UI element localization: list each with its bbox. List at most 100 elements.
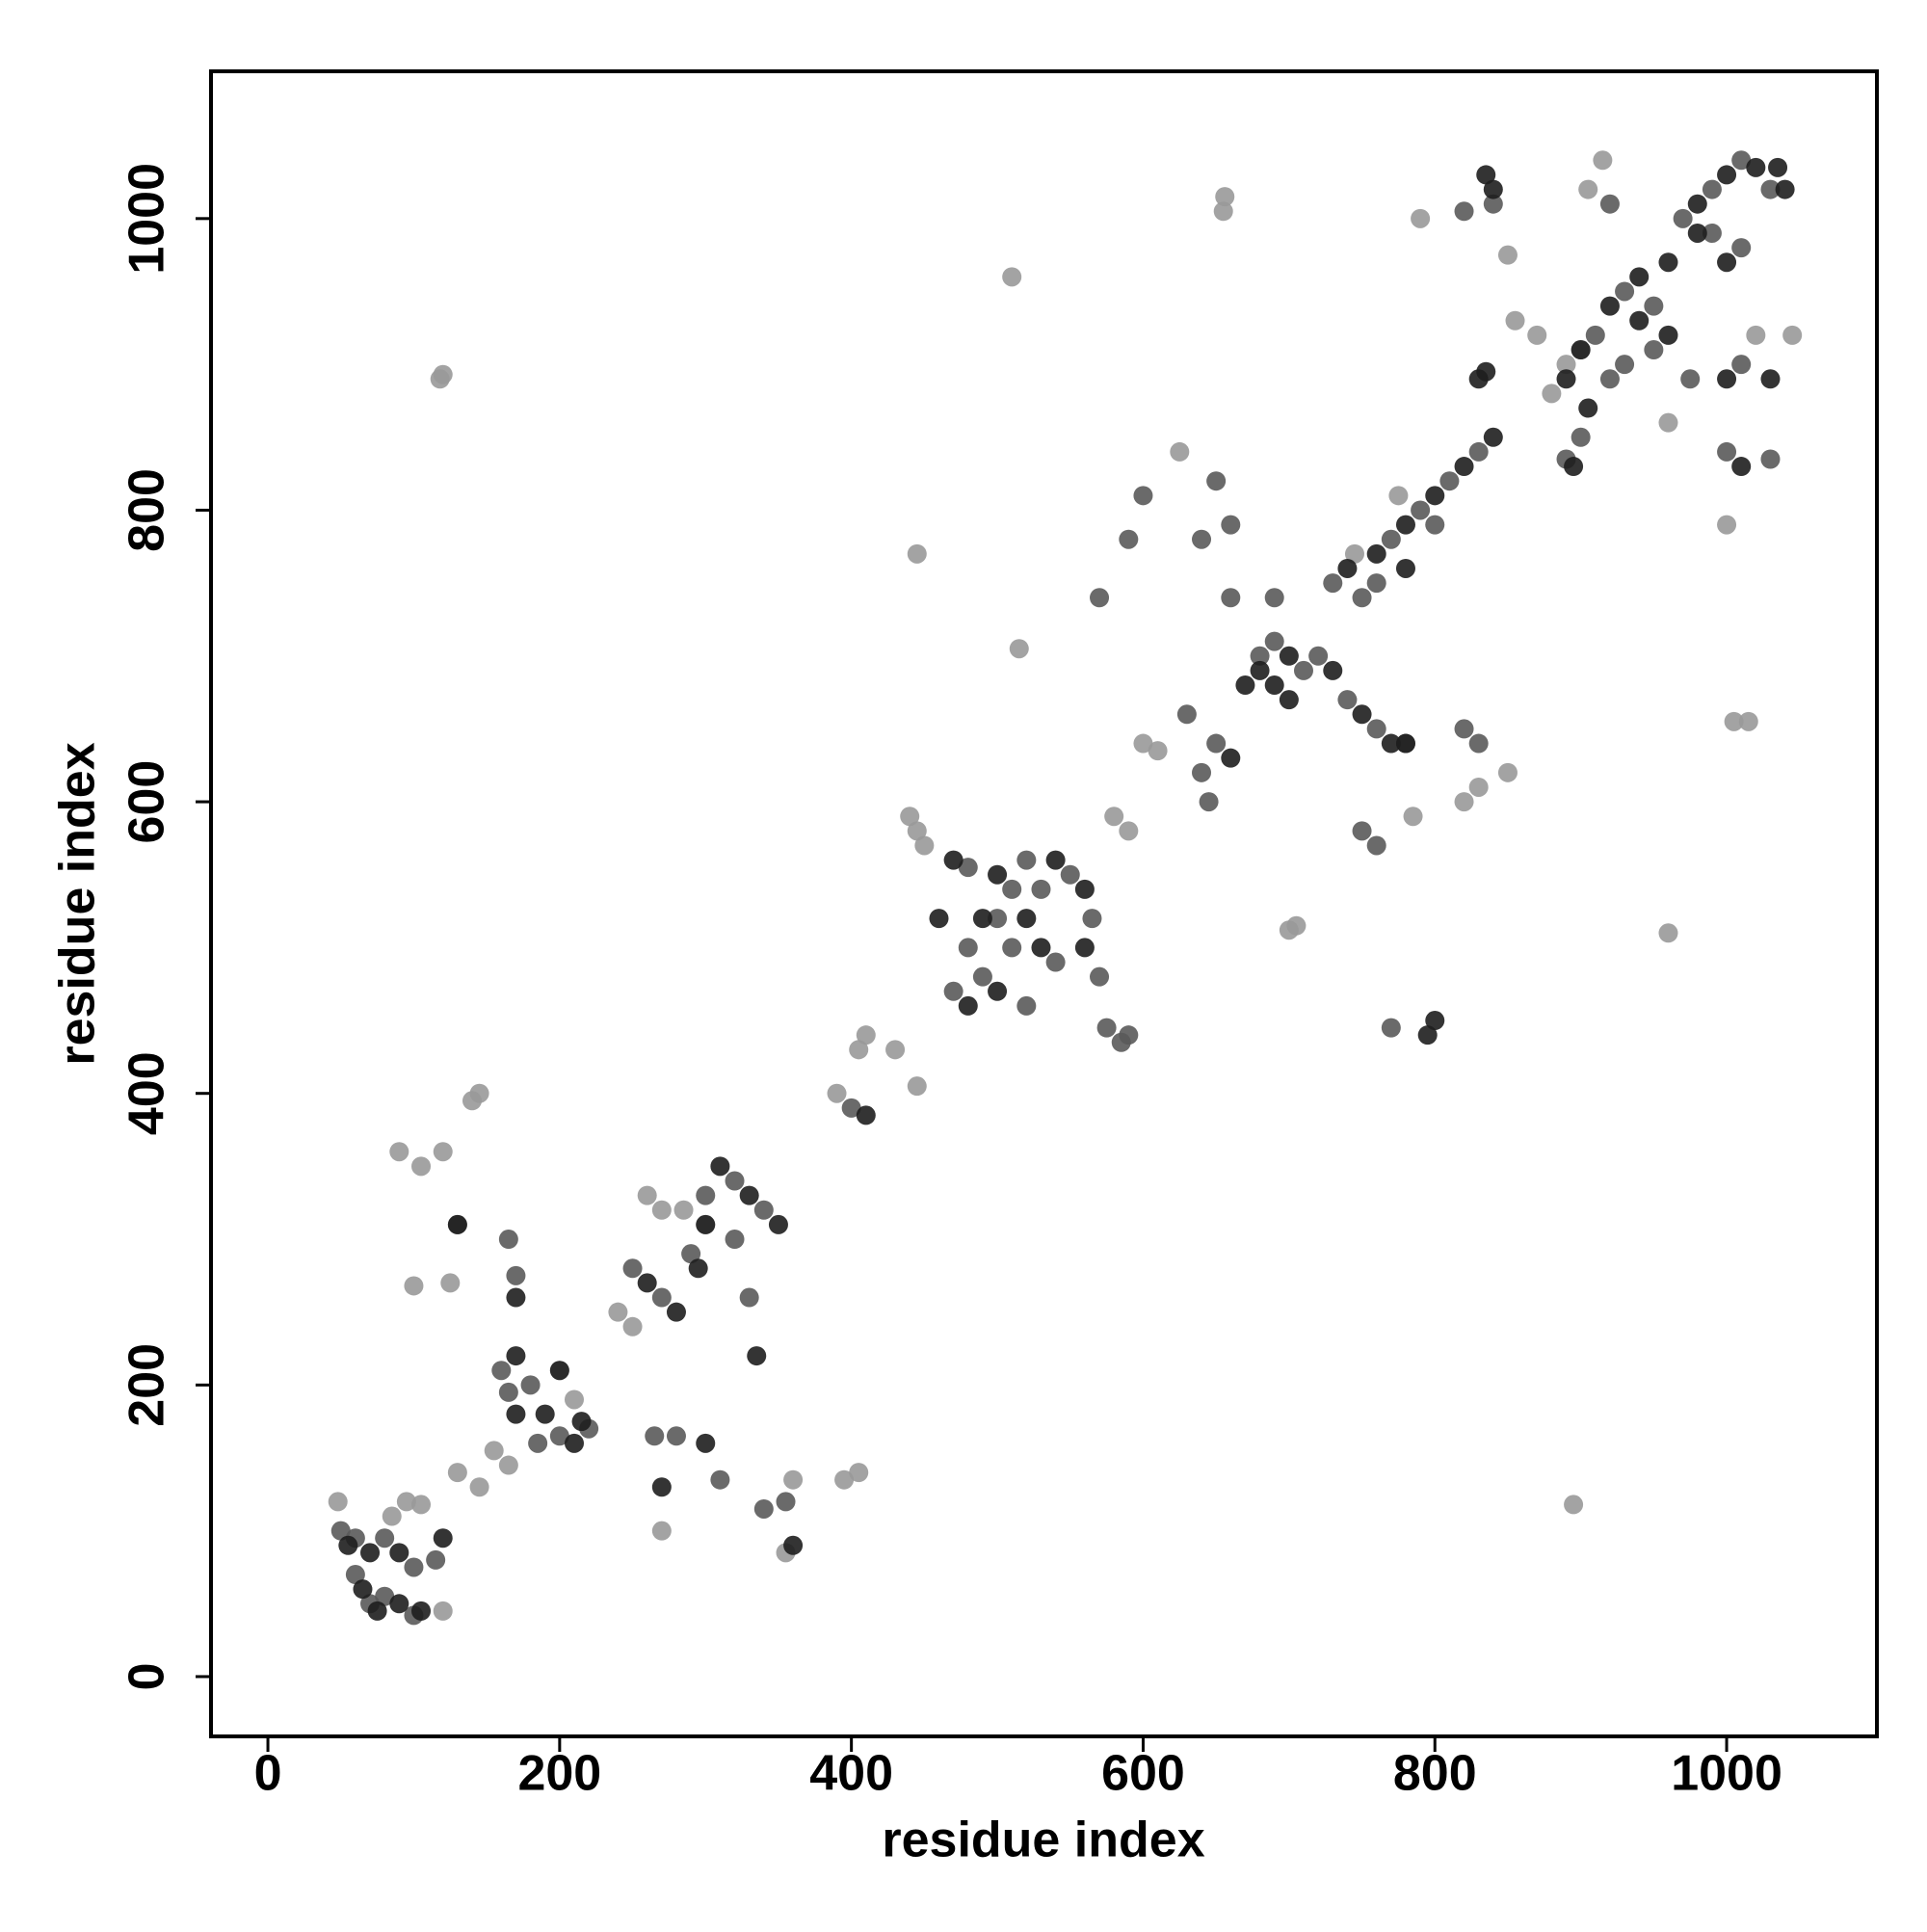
point	[506, 1287, 526, 1308]
point	[1395, 558, 1415, 578]
y-tick-label: 800	[119, 468, 175, 552]
x-tick-label: 200	[517, 1746, 601, 1802]
point	[1170, 441, 1190, 462]
point	[404, 1557, 424, 1577]
point	[1746, 157, 1766, 177]
point	[972, 909, 992, 929]
point	[1768, 157, 1788, 177]
point	[972, 966, 992, 987]
point	[1731, 150, 1752, 171]
point	[1352, 821, 1372, 841]
point	[1366, 719, 1386, 739]
point	[1425, 515, 1445, 535]
point	[462, 1091, 483, 1111]
point	[330, 1521, 351, 1541]
point	[1016, 850, 1037, 870]
point	[1454, 201, 1474, 222]
point	[783, 1535, 804, 1555]
point	[1585, 325, 1605, 345]
point	[637, 1273, 657, 1293]
point	[1016, 995, 1037, 1016]
point	[338, 1535, 358, 1555]
point	[360, 1543, 381, 1563]
point	[1206, 471, 1227, 491]
point	[753, 1498, 774, 1519]
point	[1564, 457, 1584, 477]
point	[353, 1579, 373, 1600]
point	[1556, 355, 1576, 375]
point	[1571, 340, 1591, 360]
point	[1717, 515, 1737, 535]
point	[1702, 179, 1722, 199]
point	[498, 1382, 518, 1402]
point	[1323, 573, 1343, 594]
point	[1599, 194, 1620, 214]
point	[535, 1404, 555, 1424]
point	[1221, 748, 1241, 768]
point	[1738, 711, 1758, 731]
point	[1629, 267, 1650, 287]
point	[1760, 369, 1781, 389]
point	[328, 1492, 348, 1512]
point	[1119, 529, 1139, 549]
point	[1337, 558, 1358, 578]
point	[389, 1543, 409, 1563]
point	[549, 1361, 569, 1381]
point	[1746, 325, 1766, 345]
point	[725, 1171, 745, 1191]
point	[1425, 486, 1445, 506]
point	[549, 1426, 569, 1446]
point	[958, 995, 978, 1016]
point	[1468, 733, 1489, 754]
point	[1206, 733, 1227, 754]
x-tick-label: 1000	[1671, 1746, 1782, 1802]
point	[1192, 529, 1212, 549]
point	[1483, 179, 1503, 199]
point	[506, 1404, 526, 1424]
point	[433, 1528, 453, 1548]
point	[484, 1441, 504, 1461]
point	[1344, 543, 1364, 564]
point	[1505, 310, 1525, 331]
point	[739, 1287, 759, 1308]
point	[645, 1426, 665, 1446]
point	[622, 1316, 643, 1337]
point	[1476, 361, 1496, 382]
point	[1717, 441, 1737, 462]
point	[681, 1244, 701, 1264]
x-tick-label: 0	[254, 1746, 282, 1802]
point	[1673, 208, 1693, 228]
point	[1133, 733, 1153, 754]
point	[1016, 909, 1037, 929]
point	[776, 1492, 796, 1512]
point	[520, 1375, 541, 1395]
point	[1215, 187, 1235, 207]
point	[1717, 252, 1737, 273]
point	[651, 1200, 672, 1220]
point	[1096, 1018, 1117, 1038]
point	[1002, 879, 1022, 899]
point	[411, 1495, 432, 1515]
point	[673, 1200, 694, 1220]
point	[1658, 412, 1678, 433]
point	[710, 1156, 730, 1177]
point	[914, 835, 935, 856]
point	[1045, 952, 1066, 972]
point	[1250, 646, 1270, 666]
point	[1031, 879, 1051, 899]
point	[1578, 179, 1598, 199]
point	[498, 1455, 518, 1475]
point	[1090, 966, 1110, 987]
point	[564, 1389, 584, 1410]
point	[1593, 150, 1613, 171]
y-tick-label: 400	[119, 1051, 175, 1135]
point	[1687, 223, 1707, 243]
point	[1629, 310, 1650, 331]
point	[1556, 369, 1576, 389]
point	[498, 1230, 518, 1250]
point	[1082, 909, 1102, 929]
point	[900, 807, 920, 827]
point	[1411, 500, 1431, 520]
